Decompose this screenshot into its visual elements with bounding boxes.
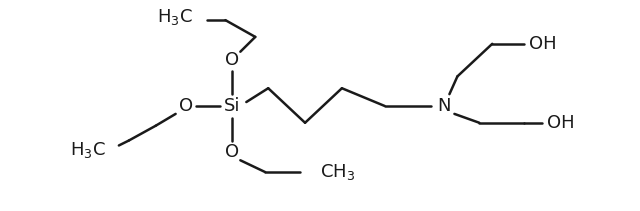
Text: N: N [438, 97, 451, 115]
Text: OH: OH [529, 35, 557, 53]
Text: H$_3$C: H$_3$C [70, 140, 106, 160]
Text: H$_3$C: H$_3$C [157, 7, 193, 27]
Text: O: O [225, 143, 239, 161]
Text: CH$_3$: CH$_3$ [320, 162, 355, 182]
Text: O: O [225, 51, 239, 69]
Text: O: O [179, 97, 193, 115]
Text: Si: Si [224, 97, 241, 115]
Text: OH: OH [547, 114, 575, 132]
